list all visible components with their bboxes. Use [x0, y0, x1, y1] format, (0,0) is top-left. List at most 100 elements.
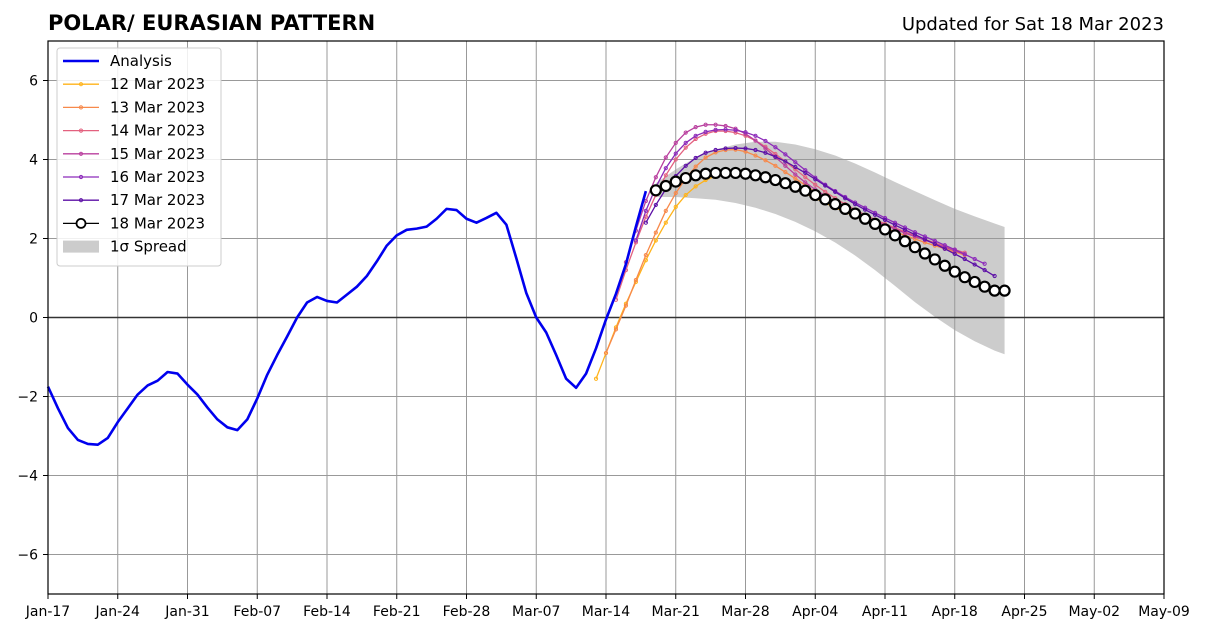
forecast-point-5 [813, 177, 818, 182]
forecast-point-4 [663, 166, 668, 171]
legend-swatch-marker [78, 105, 84, 110]
x-tick-label: Apr-04 [792, 604, 838, 620]
forecast-point-6 [958, 271, 971, 284]
forecast-point-2 [633, 240, 638, 245]
x-tick-label: Mar-28 [721, 604, 769, 620]
x-tick-label: Jan-17 [25, 604, 70, 620]
forecast-point-4 [673, 151, 678, 156]
x-tick-label: Jan-31 [164, 604, 209, 620]
legend-label: 16 Mar 2023 [110, 168, 205, 186]
forecast-point-6 [898, 235, 912, 248]
legend-box [56, 47, 222, 267]
forecast-point-4 [793, 160, 798, 165]
y-tick-label: −4 [17, 469, 38, 485]
forecast-point-5 [653, 202, 658, 208]
legend-swatch-marker [78, 174, 84, 180]
axis-layer: Jan-17 Jan-24 Jan-31 Feb-07 Feb-14 Feb-21 Feb-… [17, 74, 1189, 621]
forecast-point-4 [693, 133, 698, 138]
legend-label: 14 Mar 2023 [110, 122, 205, 140]
forecast-point-4 [783, 152, 788, 157]
forecast-point-6 [888, 229, 902, 242]
forecast-point-6 [908, 241, 921, 254]
forecast-point-1 [673, 190, 678, 196]
forecast-point-1 [693, 164, 698, 169]
forecast-point-5 [793, 164, 798, 170]
forecast-point-4 [952, 247, 957, 252]
forecast-point-3 [763, 146, 768, 151]
legend-label: 1σ Spread [110, 238, 187, 256]
spread-band-layer [655, 141, 1005, 355]
y-tick-label: 2 [29, 232, 38, 248]
forecast-point-5 [643, 220, 648, 225]
forecast-point-3 [663, 155, 668, 160]
legend-swatch-marker [78, 82, 84, 87]
forecast-point-0 [653, 238, 658, 243]
forecast-point-5 [683, 163, 688, 168]
forecast-point-4 [703, 129, 708, 134]
forecast-point-5 [922, 237, 927, 242]
forecast-point-1 [783, 170, 788, 175]
forecast-point-6 [669, 175, 682, 188]
forecast-point-6 [699, 167, 712, 180]
forecast-point-6 [749, 169, 762, 182]
forecast-point-5 [743, 146, 748, 151]
forecast-point-1 [753, 153, 758, 158]
forecast-point-4 [683, 140, 688, 146]
forecast-point-5 [982, 268, 987, 273]
x-tick-label: Mar-21 [652, 604, 700, 620]
forecast-point-5 [892, 222, 898, 228]
x-tick-label: Feb-07 [233, 604, 281, 620]
forecast-point-5 [843, 196, 848, 201]
x-tick-label: Jan-24 [95, 604, 141, 620]
forecast-point-2 [683, 145, 688, 150]
legend: Analysis 12 Mar 2023 13 Mar 2023 14 Mar 202… [56, 47, 222, 267]
forecast-point-5 [833, 189, 838, 194]
forecast-point-3 [693, 125, 698, 130]
forecast-point-6 [858, 212, 872, 225]
forecast-point-6 [769, 173, 782, 187]
forecast-point-6 [739, 167, 752, 180]
forecast-point-5 [853, 202, 858, 207]
legend-label: 17 Mar 2023 [110, 191, 205, 209]
legend-swatch-marker [78, 128, 84, 133]
forecast-point-2 [813, 182, 818, 187]
legend-swatch-marker [75, 217, 87, 229]
forecast-point-5 [773, 154, 778, 159]
forecast-point-2 [673, 157, 678, 162]
legend-swatch-marker [78, 151, 84, 156]
forecast-point-1 [633, 277, 638, 283]
y-tick-label: 4 [29, 153, 38, 169]
forecast-point-6 [689, 169, 702, 182]
x-tick-label: Mar-07 [512, 604, 560, 620]
forecast-point-6 [829, 198, 842, 211]
forecast-point-2 [663, 173, 668, 178]
forecast-point-3 [713, 122, 718, 127]
updated-label: Updated for Sat 18 Mar 2023 [902, 14, 1164, 35]
forecast-point-4 [912, 230, 917, 235]
x-tick-label: Feb-28 [443, 604, 491, 620]
forecast-line-3 [625, 124, 965, 263]
forecast-point-0 [693, 184, 698, 189]
forecast-point-6 [779, 177, 792, 190]
forecast-point-3 [783, 163, 788, 168]
forecast-point-6 [839, 202, 852, 215]
forecast-point-4 [743, 130, 748, 135]
forecast-point-4 [713, 127, 718, 132]
forecast-point-5 [862, 207, 868, 212]
forecast-point-5 [952, 251, 957, 257]
forecast-point-1 [773, 163, 778, 168]
forecast-point-6 [868, 217, 882, 230]
forecast-point-1 [623, 303, 629, 308]
legend-label: Analysis [110, 52, 172, 70]
forecast-point-4 [733, 128, 738, 133]
forecast-point-6 [918, 247, 931, 260]
forecast-point-3 [703, 122, 708, 127]
forecast-point-6 [819, 193, 832, 206]
forecast-point-1 [763, 158, 768, 163]
forecast-point-6 [729, 166, 742, 180]
legend-label: 18 Mar 2023 [110, 214, 205, 232]
x-tick-label: May-09 [1138, 604, 1190, 620]
forecast-point-1 [663, 208, 668, 213]
forecast-point-6 [759, 171, 772, 184]
forecast-point-5 [713, 147, 718, 153]
